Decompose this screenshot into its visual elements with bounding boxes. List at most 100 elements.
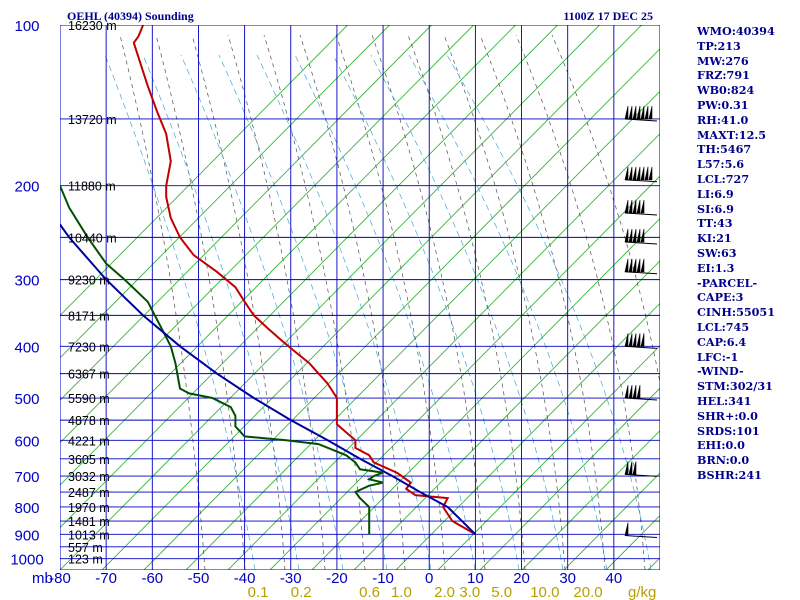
mixing-ratio-unit-label: g/kg	[628, 584, 656, 600]
wind-barbs	[624, 105, 658, 539]
dry-adiabat	[407, 34, 526, 570]
wind-barb-flag	[624, 461, 629, 475]
index-item: BRN:0.0	[697, 453, 750, 468]
index-item: BSHR:241	[697, 467, 762, 482]
index-item: RH:41.0	[697, 112, 749, 127]
temperature-tick-label: 0	[425, 570, 433, 587]
plot-frame	[60, 25, 660, 570]
index-item: WB0:824	[697, 83, 755, 98]
pressure-tick-label: 1000	[10, 552, 43, 569]
index-item: STM:302/31	[697, 379, 773, 394]
wind-barb-staff	[624, 345, 658, 349]
isotherm-line	[479, 387, 660, 570]
dry-adiabat	[155, 34, 246, 570]
index-item: WMO:40394	[697, 24, 775, 38]
wind-barb-staff	[624, 535, 658, 539]
height-tick-label: 123 m	[68, 553, 103, 567]
temperature-tick-label: -50	[188, 570, 210, 587]
isotherm-line	[311, 217, 660, 570]
dry-adiabat	[119, 34, 206, 570]
wind-barb-staff	[624, 397, 658, 401]
dry-adiabat	[227, 34, 326, 570]
wind-barb	[624, 105, 658, 122]
temperature-tick-label: -40	[234, 570, 256, 587]
wind-barb	[624, 461, 658, 477]
wind-barb-flag	[628, 461, 633, 475]
wind-barb-flag	[632, 258, 637, 273]
index-item: -PARCEL-	[697, 275, 758, 290]
pressure-tick-label: 900	[14, 527, 39, 544]
height-tick-label: 9230 m	[68, 274, 110, 288]
mixing-ratio-tick-label: 0.6	[359, 584, 380, 600]
dry-adiabat	[335, 34, 446, 570]
wind-barb-flag	[632, 384, 637, 399]
isotherm-line	[143, 48, 660, 570]
isotherm-line	[563, 472, 660, 570]
isotherm-line	[60, 25, 348, 317]
wind-barb-flag	[632, 166, 637, 181]
dry-adiabat	[371, 34, 486, 570]
wind-barb-flag	[628, 199, 633, 214]
wind-barb	[624, 166, 658, 183]
wind-barb-flag	[648, 166, 653, 181]
dry-adiabat	[299, 34, 406, 570]
mixing-ratio-tick-label: 1.0	[391, 584, 412, 600]
temperature-tick-label: -10	[372, 570, 394, 587]
isotherm-line	[353, 260, 660, 570]
isotherm-line	[269, 175, 660, 570]
index-item: SRDS:101	[697, 423, 760, 438]
pressure-tick-label: 300	[14, 273, 39, 290]
wind-barb-flag	[628, 228, 633, 243]
height-tick-label: 1970 m	[68, 501, 110, 515]
temperature-tick-label: -70	[95, 570, 117, 587]
height-tick-label: 557 m	[68, 541, 103, 555]
isotherm-line	[60, 25, 390, 359]
isotherm-line	[227, 132, 660, 570]
wind-barb-flag	[632, 228, 637, 243]
wind-barb-flag	[636, 228, 641, 243]
mixing-ratio-tick-label: 5.0	[491, 584, 512, 600]
moist-adiabat	[256, 54, 432, 570]
wind-barb-flag	[636, 384, 641, 399]
wind-barb-flag	[628, 384, 633, 399]
mixing-ratio-tick-label: 0.1	[248, 584, 269, 600]
dry-adiabat	[479, 34, 606, 570]
index-item: LCL:745	[697, 319, 750, 334]
index-item: CINH:55051	[697, 305, 775, 320]
wind-barb-flag	[628, 258, 633, 273]
moist-adiabat	[218, 54, 388, 570]
wind-barb	[624, 522, 658, 539]
wind-barb-flag	[644, 105, 649, 120]
moist-adiabat	[408, 54, 608, 570]
temperature-tick-label: 10	[467, 570, 484, 587]
index-item: CAP:6.4	[697, 334, 747, 349]
wind-barb-staff	[624, 212, 658, 216]
height-tick-label: 16230 m	[68, 19, 117, 33]
pressure-tick-label: 200	[14, 179, 39, 196]
wind-barb-flag	[636, 333, 641, 347]
wind-barb	[624, 199, 658, 216]
wind-barb-flag	[624, 166, 629, 181]
wind-barb-flag	[628, 105, 633, 120]
temperature-tick-label: -20	[326, 570, 348, 587]
wind-barb-staff	[624, 241, 658, 245]
wind-barb-flag	[628, 166, 633, 181]
pressure-tick-label: 100	[14, 18, 39, 35]
pressure-tick-label: 700	[14, 469, 39, 486]
height-tick-label: 6367 m	[68, 368, 110, 382]
isotherm-line	[437, 345, 660, 570]
height-tick-label: 1013 m	[68, 528, 110, 542]
isotherm-line	[60, 25, 600, 570]
wind-barb-staff	[624, 473, 658, 477]
height-tick-label: 11880 m	[68, 180, 116, 194]
moist-adiabat	[294, 54, 476, 570]
index-item: SI:6.9	[697, 201, 734, 216]
dewpoint-line	[60, 185, 384, 535]
chart-title: OEHL (40394) Sounding	[67, 9, 194, 23]
height-tick-label: 4221 m	[68, 434, 110, 448]
index-item: PW:0.31	[697, 97, 749, 112]
wind-barb	[624, 228, 658, 245]
index-item: KI:21	[697, 231, 732, 246]
temperature-tick-label: -30	[280, 570, 302, 587]
